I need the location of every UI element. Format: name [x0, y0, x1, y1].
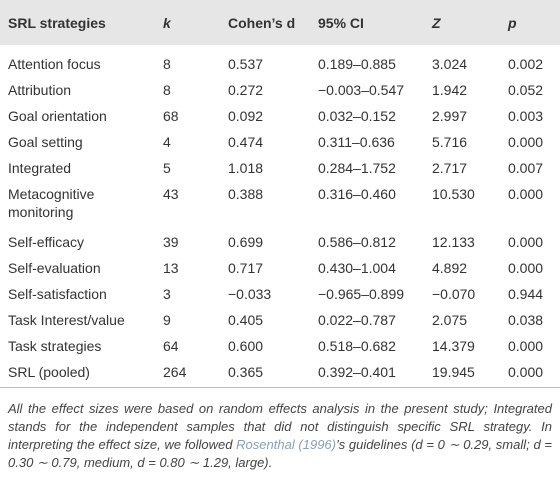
table-cell: 0.311–0.636 — [318, 134, 395, 150]
table-cell: 0.699 — [228, 234, 264, 250]
table-row: SRL (pooled) 264 0.365 0.392–0.401 19.945 0.0… — [0, 359, 560, 388]
table-cell: 39 — [163, 234, 179, 250]
table-cell: Self-efficacy — [8, 234, 84, 250]
table-cell: 0.430–1.004 — [318, 260, 396, 276]
table-cell: 14.379 — [432, 338, 475, 354]
table-cell: 0.000 — [508, 359, 560, 388]
table-cell: 10.530 — [432, 186, 475, 202]
table-cell: 8 — [163, 82, 171, 98]
table-cell: SRL (pooled) — [0, 359, 163, 388]
table-cell: 0.392–0.401 — [318, 359, 432, 388]
table-cell: −0.965–0.899 — [318, 286, 405, 302]
table-row: Attribution 8 0.272 −0.003–0.547 1.942 0.052 — [0, 77, 560, 103]
header-cell: 95% CI — [318, 14, 364, 31]
table-cell: 0.003 — [508, 108, 544, 124]
table-cell: 9 — [163, 312, 171, 328]
table-cell: 4 — [163, 134, 171, 150]
table-cell: 0.537 — [228, 56, 264, 72]
footnote-text: All the effect sizes were based on rando… — [8, 401, 552, 452]
table-cell: 0.717 — [228, 260, 264, 276]
table-cell: 0.002 — [508, 56, 544, 72]
table-cell: Goal orientation — [8, 108, 107, 124]
header-cell: Cohen’s d — [228, 14, 296, 31]
table-body: Attention focus 8 0.537 0.189–0.885 3.024 0.0… — [0, 45, 560, 388]
table-cell: 1.942 — [432, 82, 468, 98]
table-cell: 0.022–0.787 — [318, 312, 396, 328]
table-cell: 0.000 — [508, 234, 544, 250]
table-cell: 0.032–0.152 — [318, 108, 396, 124]
table-cell: 0.518–0.682 — [318, 338, 396, 354]
footnote-text: ’s guidelines (d = 0 ∼ 0.29, small; d = … — [8, 437, 552, 470]
header-cell: SRL strategies — [8, 14, 106, 31]
table-cell: 0.000 — [508, 260, 544, 276]
table-cell: Self-satisfaction — [8, 286, 107, 302]
table-cell: 2.997 — [432, 108, 468, 124]
table-cell: 68 — [163, 108, 179, 124]
table-cell: 0.316–0.460 — [318, 186, 396, 202]
table-row: Integrated 5 1.018 0.284–1.752 2.717 0.007 — [0, 155, 560, 181]
table-cell: 0.365 — [228, 359, 318, 388]
table-row: Goal setting 4 0.474 0.311–0.636 5.716 0.000 — [0, 129, 560, 155]
table-cell: 0.600 — [228, 338, 264, 354]
table-cell: 0.000 — [508, 134, 544, 150]
table-cell: −0.033 — [228, 286, 272, 302]
table-row: Task Interest/value 9 0.405 0.022–0.787 2.07… — [0, 307, 560, 333]
table-row: Self-satisfaction 3 −0.033 −0.965–0.899 −0.0… — [0, 281, 560, 307]
table-cell: 0.944 — [508, 286, 544, 302]
table-cell: 0.189–0.885 — [318, 56, 396, 72]
table-cell: 0.000 — [508, 338, 544, 354]
table-cell: 13 — [163, 260, 179, 276]
table-cell: 5 — [163, 160, 171, 176]
table-cell: 1.018 — [228, 160, 264, 176]
table-cell: 64 — [163, 338, 179, 354]
table-cell: −0.003–0.547 — [318, 82, 405, 98]
table-cell: 0.284–1.752 — [318, 160, 396, 176]
table-cell: 4.892 — [432, 260, 468, 276]
table-cell: Attention focus — [8, 56, 101, 72]
table-cell: 2.717 — [432, 160, 468, 176]
table-cell: 8 — [163, 56, 171, 72]
table-cell: 0.405 — [228, 312, 264, 328]
table-cell: 0.272 — [228, 82, 264, 98]
table-cell: Goal setting — [8, 134, 83, 150]
table-cell: Task strategies — [8, 338, 102, 354]
table-cell: Metacognitive monitoring — [8, 186, 95, 220]
table-row: Task strategies 64 0.600 0.518–0.682 14.379 0… — [0, 333, 560, 359]
table-cell: 264 — [163, 359, 228, 388]
table-cell: 0.586–0.812 — [318, 234, 396, 250]
header-cell: k — [163, 14, 171, 31]
table-cell: 0.388 — [228, 186, 264, 202]
table-row: Goal orientation 68 0.092 0.032–0.152 2.997 0… — [0, 103, 560, 129]
table-cell: 0.092 — [228, 108, 264, 124]
table-cell: 0.474 — [228, 134, 264, 150]
table-cell: −0.070 — [432, 286, 476, 302]
table-cell: Self-evaluation — [8, 260, 101, 276]
table-cell: 43 — [163, 186, 179, 202]
table-cell: 0.038 — [508, 312, 544, 328]
table-row: Metacognitive monitoring 43 0.388 0.316–0.4… — [0, 181, 560, 229]
table-row: Attention focus 8 0.537 0.189–0.885 3.024 0.0… — [0, 45, 560, 77]
table-cell: 0.000 — [508, 186, 544, 202]
table-cell: Task Interest/value — [8, 312, 125, 328]
table-row: Self-efficacy 39 0.699 0.586–0.812 12.133 0.0… — [0, 229, 560, 255]
footnote: All the effect sizes were based on rando… — [8, 400, 552, 472]
header-cell: Z — [432, 14, 441, 31]
table-cell: Attribution — [8, 82, 72, 98]
table-cell: 2.075 — [432, 312, 468, 328]
table-row: Self-evaluation 13 0.717 0.430–1.004 4.892 0.… — [0, 255, 560, 281]
citation-link[interactable]: Rosenthal (1996) — [236, 437, 336, 452]
table-cell: 3.024 — [432, 56, 468, 72]
table-cell: 5.716 — [432, 134, 468, 150]
table-cell: 12.133 — [432, 234, 475, 250]
table-cell: 3 — [163, 286, 171, 302]
table-cell: 19.945 — [432, 359, 508, 388]
header-cell: p — [508, 14, 517, 31]
table-cell: 0.052 — [508, 82, 544, 98]
table-cell: Integrated — [8, 160, 72, 176]
table-cell: 0.007 — [508, 160, 544, 176]
